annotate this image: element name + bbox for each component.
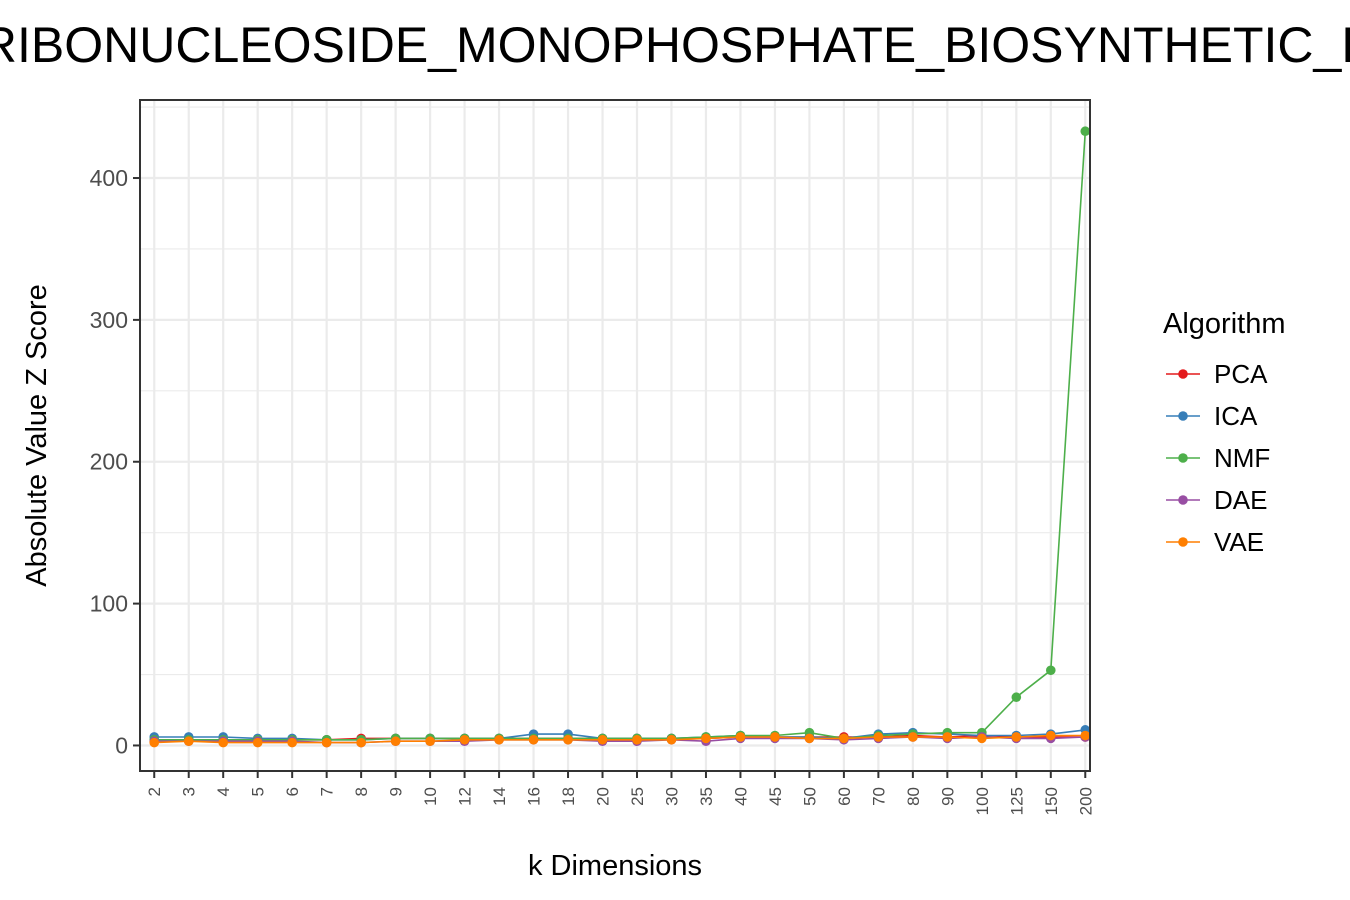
data-point-vae xyxy=(183,736,194,747)
y-tick-label: 0 xyxy=(115,732,128,758)
x-tick-label: 35 xyxy=(697,787,716,806)
x-tick-label: 50 xyxy=(800,787,819,806)
x-tick-label: 12 xyxy=(456,787,475,806)
series-vae xyxy=(149,730,1091,748)
y-tick-label: 100 xyxy=(90,591,128,617)
data-point-vae xyxy=(1080,730,1091,741)
legend-key-point xyxy=(1178,369,1188,379)
x-tick-label: 90 xyxy=(938,787,957,806)
data-point-vae xyxy=(666,734,677,745)
legend-label: NMF xyxy=(1214,443,1270,473)
legend-label: VAE xyxy=(1214,527,1264,557)
series-line-vae xyxy=(154,734,1086,744)
y-axis: 0 100 200 300 400 xyxy=(90,165,140,758)
x-tick-label: 18 xyxy=(559,787,578,806)
data-point-vae xyxy=(770,732,780,742)
legend-item-dae: DAE xyxy=(1166,485,1267,515)
data-point-vae xyxy=(597,734,608,745)
y-tick-label: 400 xyxy=(90,165,128,191)
x-tick-label: 30 xyxy=(662,787,681,806)
data-point-vae xyxy=(149,737,160,748)
x-tick-label: 5 xyxy=(249,787,268,796)
data-point-vae xyxy=(977,733,987,744)
x-tick-label: 10 xyxy=(421,787,440,806)
plot-border xyxy=(139,99,1091,772)
data-point-nmf xyxy=(1045,665,1056,676)
x-tick-label: 60 xyxy=(835,787,854,806)
legend-item-nmf: NMF xyxy=(1166,443,1270,473)
data-point-vae xyxy=(839,733,849,744)
x-tick-label: 25 xyxy=(628,787,647,806)
x-tick-label: 7 xyxy=(318,787,337,796)
data-point-vae xyxy=(632,734,642,745)
x-tick-label: 4 xyxy=(214,787,233,796)
x-tick-label: 70 xyxy=(869,787,888,806)
y-tick-label: 300 xyxy=(90,307,128,333)
data-point-vae xyxy=(321,737,332,748)
legend-title: Algorithm xyxy=(1163,308,1286,340)
y-tick-label: 200 xyxy=(90,449,128,475)
data-point-vae xyxy=(1011,732,1022,742)
legend-label: DAE xyxy=(1214,485,1267,515)
data-point-vae xyxy=(563,734,573,745)
data-point-nmf xyxy=(1080,126,1091,137)
data-point-vae xyxy=(735,732,746,742)
x-tick-label: 2 xyxy=(145,787,164,796)
x-tick-label: 200 xyxy=(1076,787,1095,815)
legend-item-ica: ICA xyxy=(1166,401,1258,431)
data-point-vae xyxy=(252,737,263,748)
data-point-vae xyxy=(494,734,504,745)
data-point-vae xyxy=(528,734,539,745)
x-tick-label: 100 xyxy=(973,787,992,815)
x-tick-label: 40 xyxy=(731,787,750,806)
x-axis: 2 3 4 5 6 7 8 9 10 12 14 16 18 20 25 30 35 40 45 50 60 70 80 90… xyxy=(145,771,1095,815)
gridlines xyxy=(140,100,1090,771)
x-tick-label: 16 xyxy=(525,787,544,806)
plot-panel xyxy=(139,99,1091,772)
legend-item-pca: PCA xyxy=(1166,359,1268,389)
series-layer xyxy=(149,126,1091,748)
legend-key-point xyxy=(1178,495,1188,505)
legend-item-vae: VAE xyxy=(1166,527,1264,557)
x-tick-label: 20 xyxy=(594,787,613,806)
legend-label: ICA xyxy=(1214,401,1258,431)
data-point-vae xyxy=(873,732,884,742)
x-tick-label: 6 xyxy=(283,787,302,796)
legend-key-point xyxy=(1178,411,1188,421)
x-axis-title: k Dimensions xyxy=(528,850,702,882)
data-point-vae xyxy=(459,734,470,745)
x-tick-label: 9 xyxy=(387,787,406,796)
x-tick-label: 8 xyxy=(352,787,371,796)
data-point-vae xyxy=(218,737,229,748)
x-tick-label: 150 xyxy=(1042,787,1061,815)
y-axis-title: Absolute Value Z Score xyxy=(21,284,53,587)
plot-background xyxy=(140,100,1090,771)
data-point-nmf xyxy=(1011,692,1022,703)
x-tick-label: 14 xyxy=(490,787,509,806)
x-tick-label: 125 xyxy=(1007,787,1026,815)
data-point-vae xyxy=(1045,730,1056,741)
data-point-vae xyxy=(356,737,366,748)
legend-label: PCA xyxy=(1214,359,1268,389)
x-tick-label: 3 xyxy=(180,787,199,796)
x-tick-label: 80 xyxy=(904,787,923,806)
data-point-vae xyxy=(701,733,711,744)
x-tick-label: 45 xyxy=(766,787,785,806)
legend: Algorithm PCA ICA NMF DAE VAE xyxy=(1163,308,1286,557)
data-point-vae xyxy=(804,733,815,744)
data-point-vae xyxy=(942,732,953,742)
series-line-nmf xyxy=(154,131,1087,741)
data-point-vae xyxy=(908,732,918,742)
data-point-vae xyxy=(390,736,401,747)
legend-key-point xyxy=(1178,537,1188,547)
chart-title: PURINE_RIBONUCLEOSIDE_MONOPHOSPHATE_BIOS… xyxy=(0,17,1350,73)
data-point-vae xyxy=(425,736,435,747)
legend-key-point xyxy=(1178,453,1188,463)
data-point-vae xyxy=(287,737,297,748)
